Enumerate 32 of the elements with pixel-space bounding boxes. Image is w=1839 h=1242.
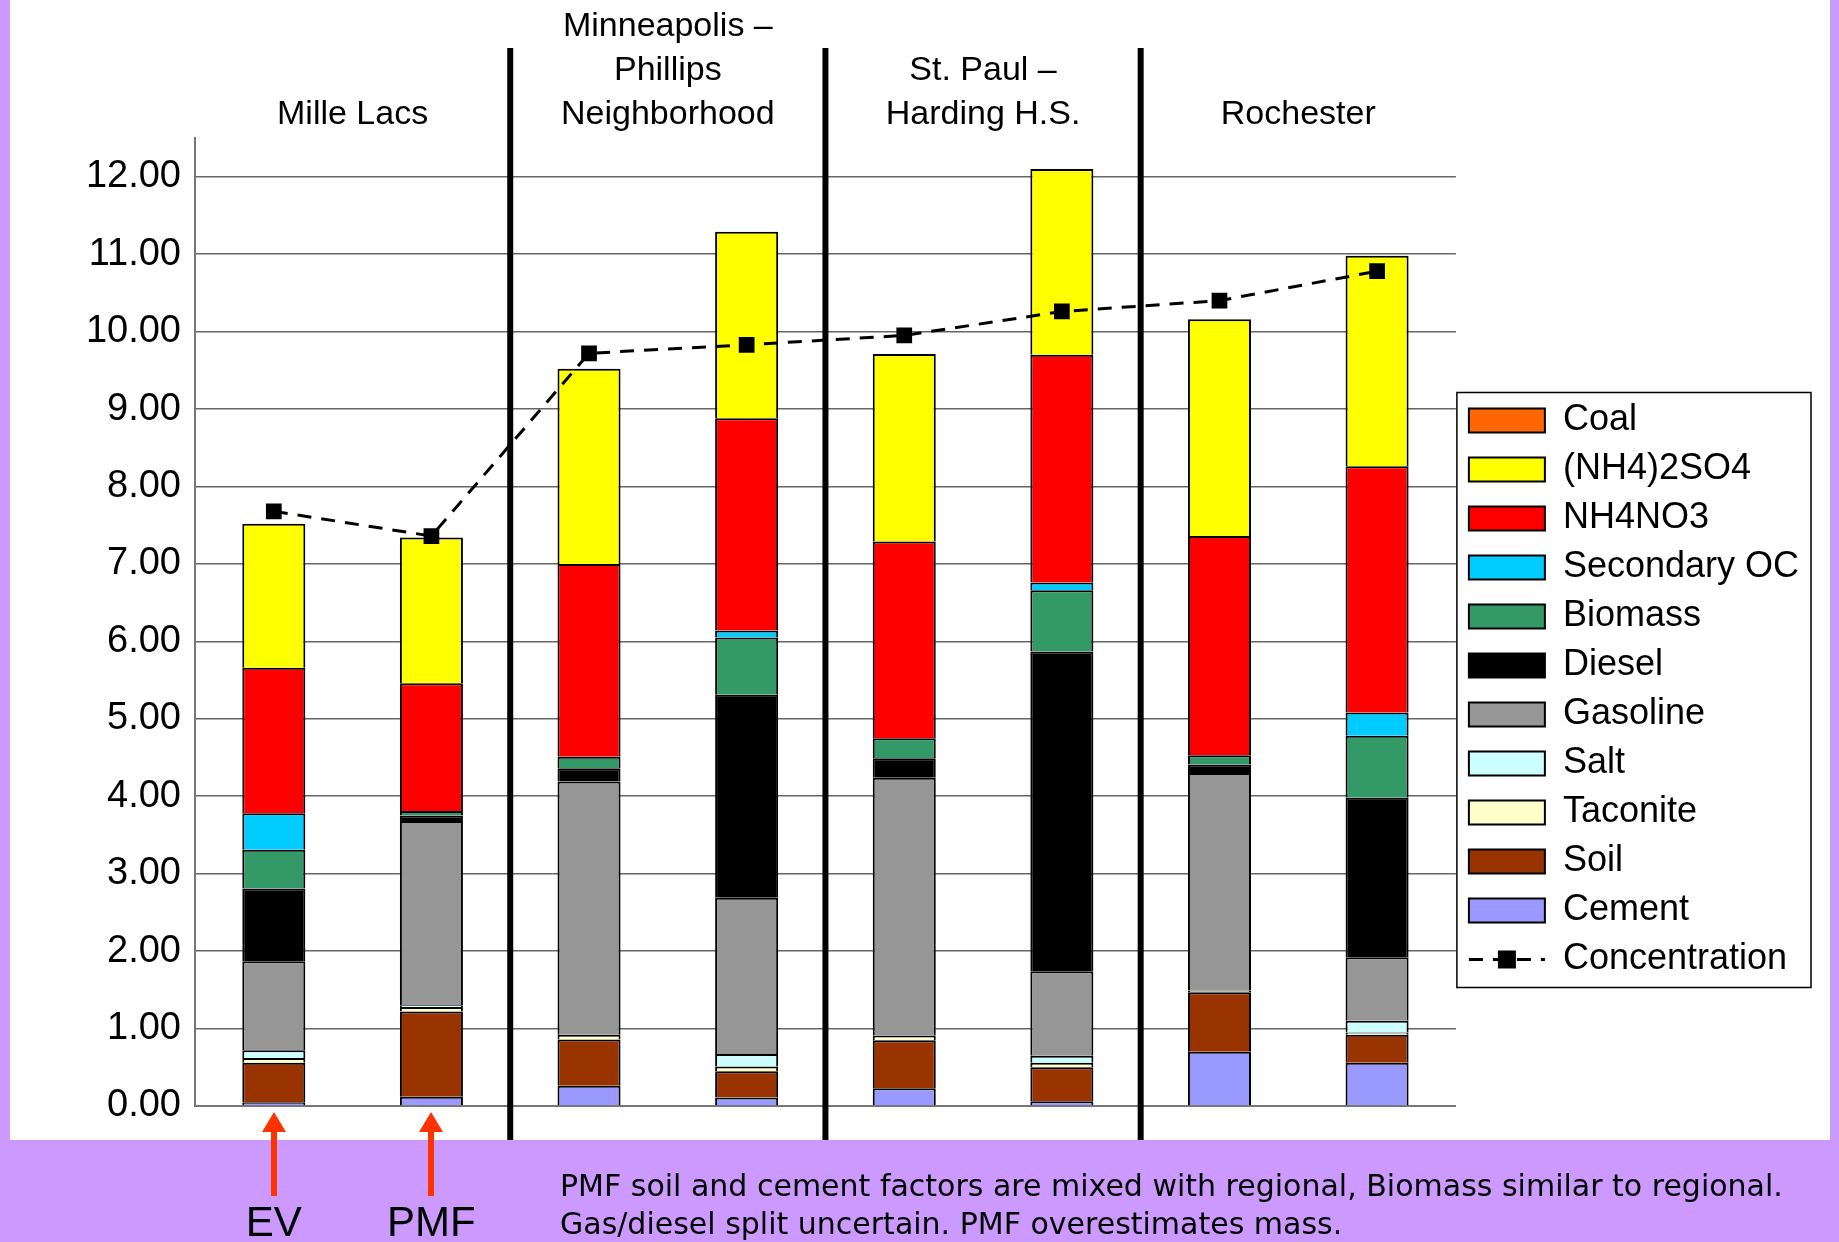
legend-label: (NH4)2SO4	[1562, 446, 1751, 488]
y-tick-label: 5.00	[107, 695, 181, 738]
legend-label: Cement	[1562, 887, 1689, 929]
text: Mille Lacs	[277, 93, 429, 131]
legend-label: Coal	[1562, 397, 1637, 439]
legend-label: NH4NO3	[1562, 495, 1709, 537]
legend-label: Gasoline	[1562, 691, 1705, 733]
y-tick-label: 11.00	[88, 230, 181, 273]
y-tick-label: 0.00	[107, 1082, 181, 1125]
text: St. Paul – Harding H.S.	[885, 49, 1081, 131]
y-tick-label: 9.00	[107, 385, 181, 428]
legend-label: Taconite	[1562, 789, 1697, 831]
legend-label: Concentration	[1562, 936, 1788, 978]
y-tick-label: 12.00	[85, 153, 181, 196]
y-tick-label: 10.00	[85, 308, 181, 351]
y-tick-label: 8.00	[107, 462, 181, 505]
legend-label: Salt	[1562, 740, 1625, 782]
y-tick-label: 2.00	[107, 927, 181, 970]
legend-label: Diesel	[1562, 642, 1663, 684]
text: EV	[245, 1198, 302, 1242]
y-tick-label: 6.00	[107, 617, 181, 660]
legend-label: Soil	[1562, 838, 1623, 880]
y-tick-label: 7.00	[107, 540, 181, 583]
text: PMF	[387, 1198, 476, 1242]
text: Rochester	[1220, 93, 1376, 131]
legend-label: Secondary OC	[1562, 544, 1799, 586]
y-tick-label: 1.00	[107, 1005, 181, 1048]
legend-label: Biomass	[1562, 593, 1701, 635]
y-tick-label: 3.00	[107, 850, 181, 893]
y-tick-label: 4.00	[107, 772, 181, 815]
text: PMF soil and cement factors are mixed with regional, Biomass similar to regional. Gas/diesel split uncertain. PMF overestimates mass.	[560, 1168, 1783, 1241]
text: Minneapolis – Phillips Neighborhood	[561, 5, 775, 131]
